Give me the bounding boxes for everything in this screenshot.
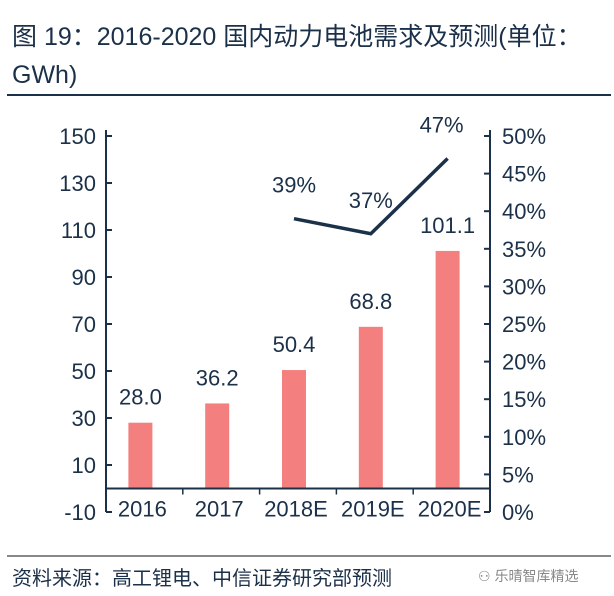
left-tick-label: 10 bbox=[72, 453, 96, 478]
right-tick-label: 30% bbox=[502, 274, 546, 299]
left-tick-label: 90 bbox=[72, 265, 96, 290]
x-tick-label: 2019E bbox=[341, 497, 405, 522]
watermark-text: 乐晴智库精选 bbox=[494, 568, 579, 584]
x-tick-label: 2018E bbox=[264, 497, 328, 522]
line-label-2020E: 47% bbox=[420, 113, 464, 138]
bar-label-2017: 36.2 bbox=[196, 365, 239, 390]
x-tick-label: 2017 bbox=[195, 497, 244, 522]
right-tick-label: 40% bbox=[502, 199, 546, 224]
source-note: 资料来源：高工锂电、中信证券研究部预测 bbox=[12, 568, 392, 590]
left-tick-label: 70 bbox=[72, 312, 96, 337]
bar-label-2019E: 68.8 bbox=[349, 289, 392, 314]
watermark: ⚇ 乐晴智库精选 bbox=[478, 566, 578, 586]
left-tick-label: 110 bbox=[61, 218, 96, 243]
bar-label-2018E: 50.4 bbox=[273, 332, 316, 357]
left-tick-label: 50 bbox=[72, 359, 96, 384]
bar-label-2016: 28.0 bbox=[119, 385, 162, 410]
right-tick-label: 20% bbox=[502, 350, 546, 375]
line-label-2019E: 37% bbox=[349, 188, 393, 213]
right-tick-label: 0% bbox=[502, 500, 534, 525]
right-tick-label: 10% bbox=[502, 425, 546, 450]
right-tick-label: 50% bbox=[502, 124, 546, 149]
right-tick-label: 5% bbox=[502, 462, 534, 487]
right-tick-label: 45% bbox=[502, 162, 546, 187]
bar-2017 bbox=[205, 403, 230, 489]
left-tick-label: 130 bbox=[59, 171, 96, 196]
bar-2018E bbox=[282, 370, 306, 489]
right-tick-label: 25% bbox=[502, 312, 546, 337]
chart-title: 图 19：2016-2020 国内动力电池需求及预测(单位：GWh) bbox=[12, 23, 582, 89]
wechat-icon: ⚇ bbox=[478, 568, 495, 584]
x-tick-label: 2020E bbox=[418, 497, 482, 522]
right-tick-label: 15% bbox=[502, 387, 546, 412]
bar-2020E bbox=[435, 250, 460, 489]
bar-label-2020E: 101.1 bbox=[420, 213, 475, 238]
left-tick-label: -10 bbox=[64, 500, 96, 525]
left-tick-label: 150 bbox=[59, 124, 96, 149]
x-tick-label: 2016 bbox=[118, 497, 167, 522]
line-label-2018E: 39% bbox=[272, 173, 316, 198]
bar-2019E bbox=[358, 326, 383, 489]
title-divider bbox=[7, 94, 611, 96]
right-tick-label: 35% bbox=[502, 237, 546, 262]
bar-2016 bbox=[128, 422, 153, 489]
left-tick-label: 30 bbox=[72, 406, 96, 431]
growth-line bbox=[293, 157, 449, 236]
source-divider bbox=[7, 555, 611, 557]
